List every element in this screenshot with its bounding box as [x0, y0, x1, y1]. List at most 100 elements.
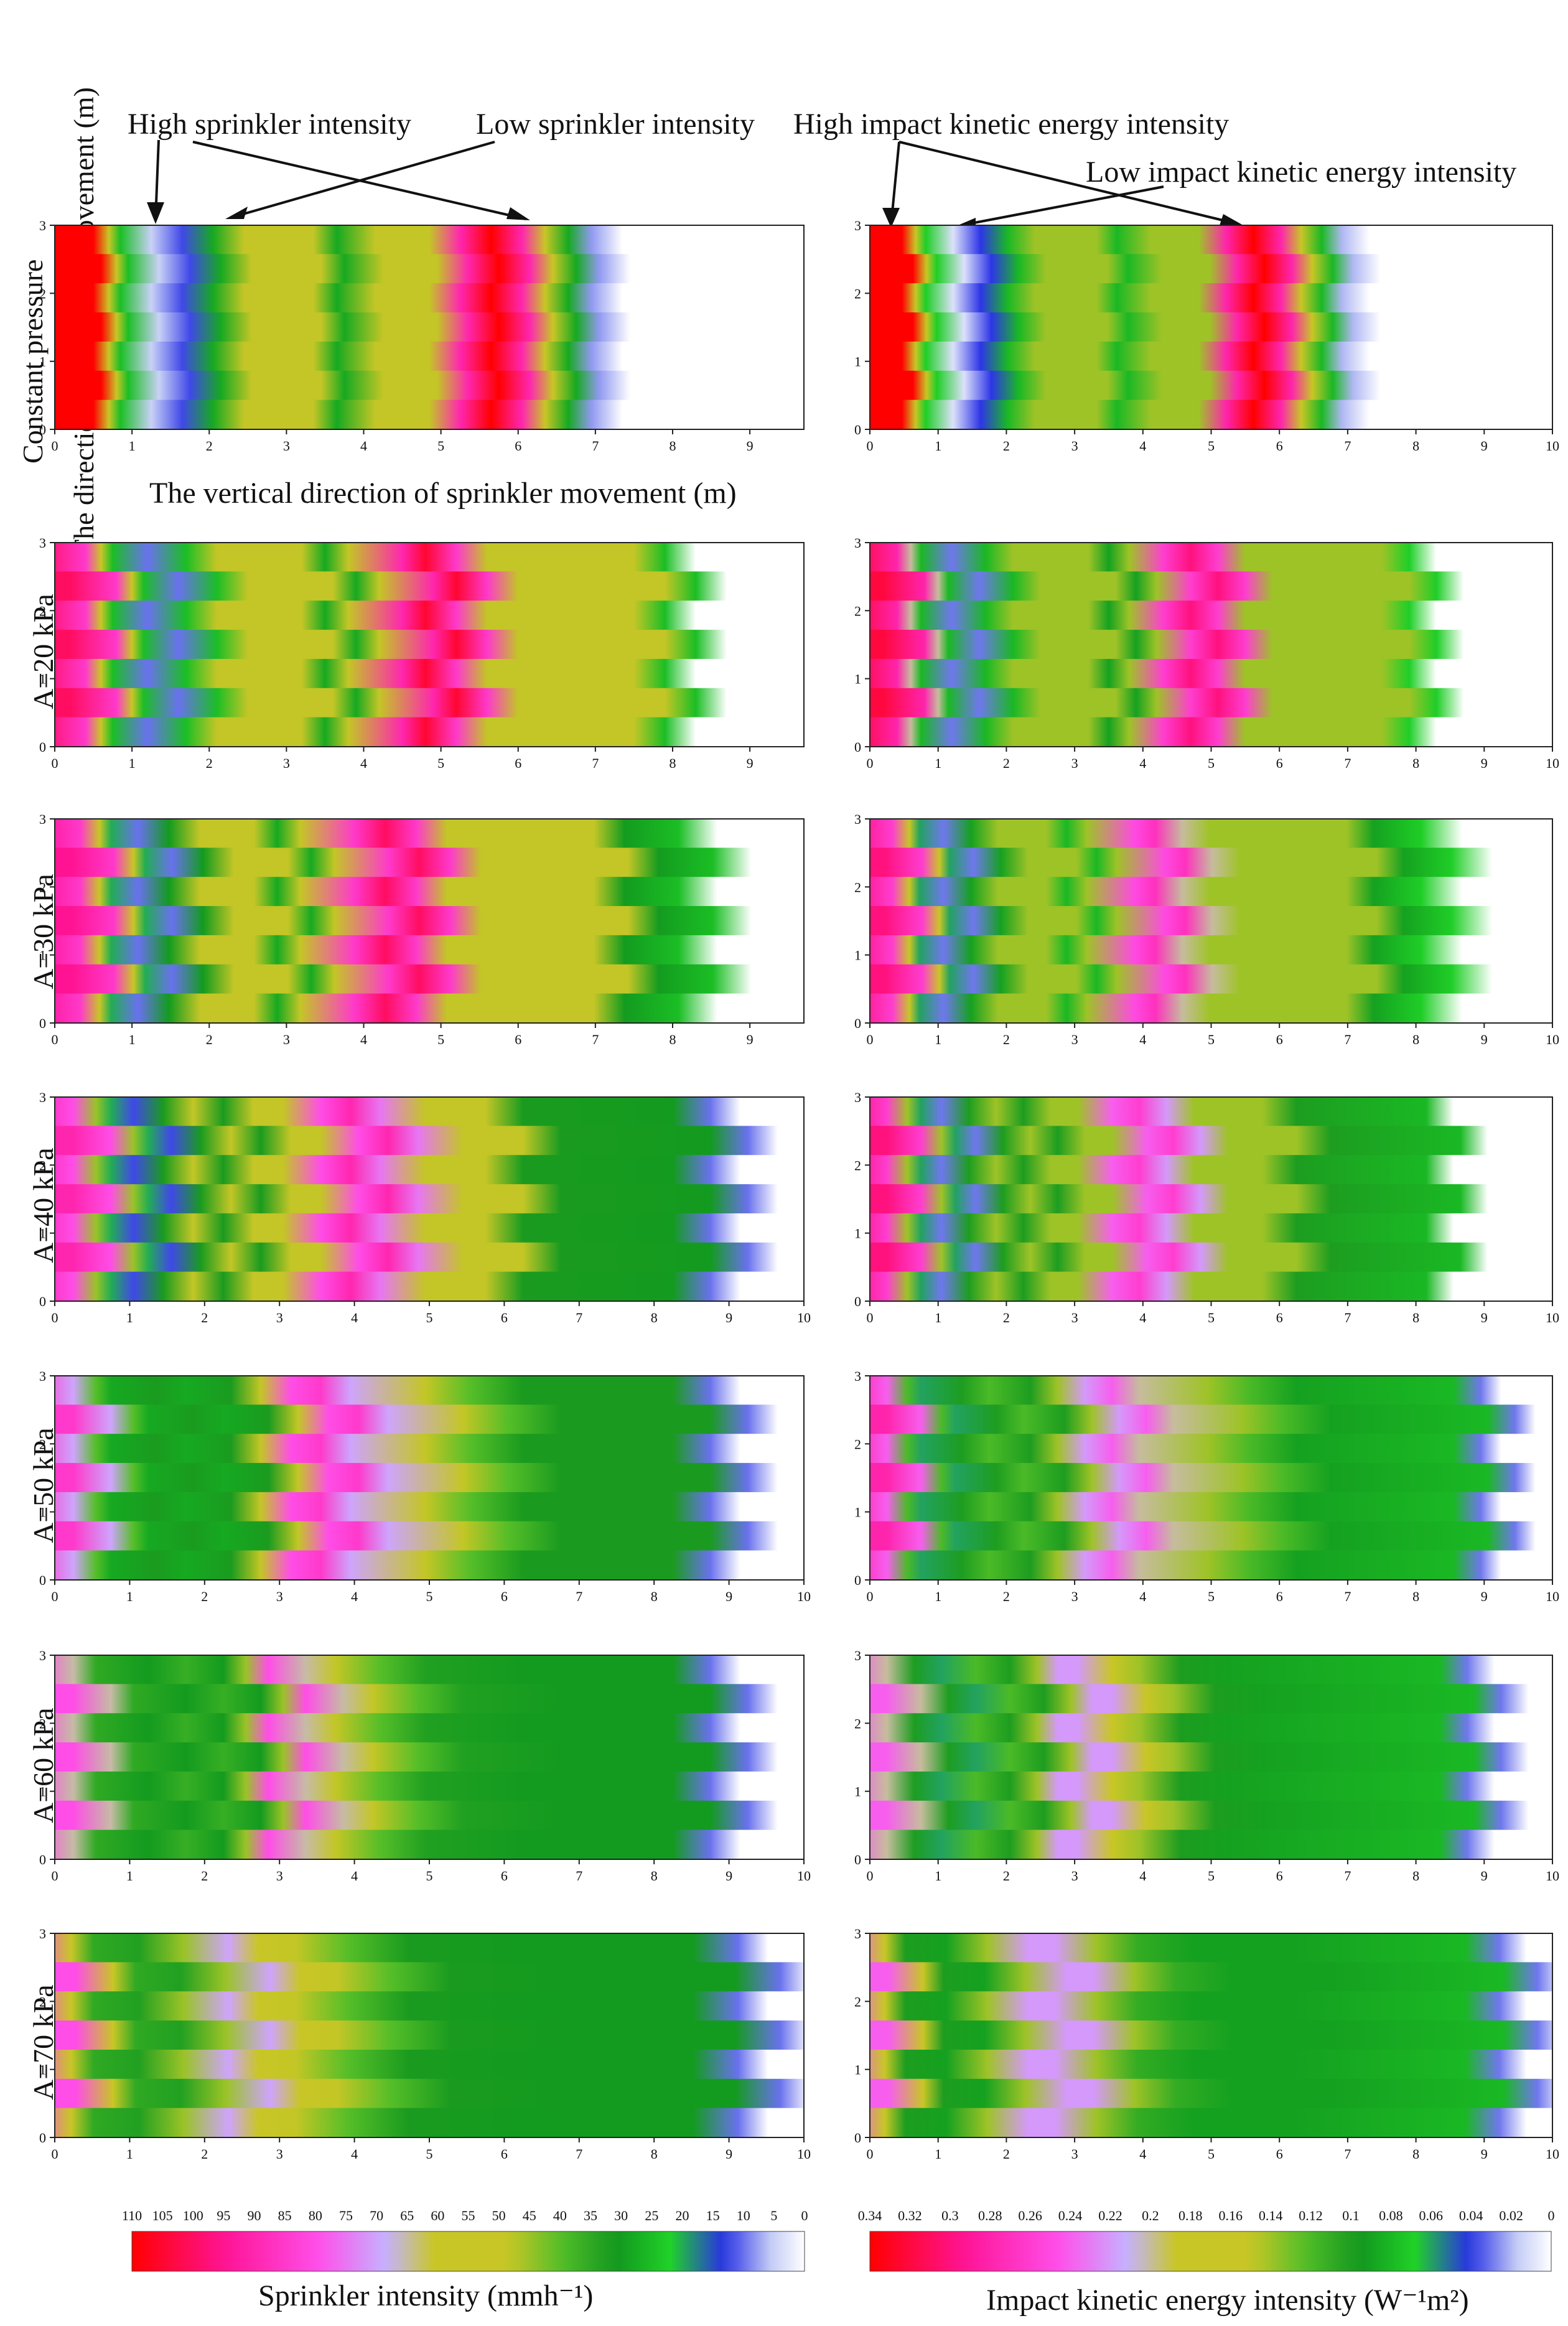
heatmap-band [870, 1271, 1552, 1301]
x-tick-label: 4 [1139, 2146, 1146, 2162]
x-tick-label: 2 [201, 2146, 208, 2162]
x-tick-label: 0 [52, 2146, 58, 2162]
heatmap-band [55, 1434, 804, 1464]
x-tick-label: 0 [867, 1032, 874, 1047]
y-tick-label: 0 [854, 1572, 861, 1588]
y-tick-label: 0 [39, 1572, 46, 1588]
y-tick-label: 2 [854, 1994, 861, 2009]
heatmap-band [870, 1463, 1552, 1493]
y-tick-label: 0 [854, 739, 861, 755]
heatmap-band [55, 1184, 804, 1214]
heatmap-band [870, 1492, 1552, 1522]
heatmap-band [55, 1713, 804, 1744]
x-tick-label: 8 [1412, 438, 1419, 454]
heatmap-band [870, 1550, 1552, 1580]
heatmap-band [870, 341, 1552, 371]
y-tick-label: 2 [39, 1157, 46, 1173]
heatmap-band [870, 935, 1552, 965]
x-tick-label: 10 [1546, 2146, 1559, 2162]
colorbar-tick-label: 0.2 [1142, 2208, 1159, 2223]
x-tick-label: 6 [501, 2146, 508, 2162]
x-tick-label: 10 [797, 2146, 811, 2162]
colorbar-tick-label: 10 [737, 2208, 750, 2223]
heatmap-band [870, 312, 1552, 342]
heatmap-band [55, 571, 804, 602]
heatmap-field [55, 225, 804, 429]
heatmap-panel-impact-1: 0 1 2 3 4 5 6 7 8 9 10 0 1 2 3 [854, 535, 1559, 771]
x-tick-label: 8 [669, 1032, 676, 1047]
x-tick-label: 3 [1071, 1589, 1078, 1604]
colorbar-tick-label: 0.22 [1098, 2208, 1122, 2223]
x-tick-label: 1 [935, 1589, 941, 1604]
colorbar-right-label: Impact kinetic energy intensity (W⁻¹m²) [986, 2284, 1469, 2317]
heatmap-band [55, 1521, 804, 1551]
colorbar-tick-label: 0.18 [1178, 2208, 1203, 2223]
x-axis-title: The vertical direction of sprinkler move… [149, 477, 737, 510]
heatmap-band [55, 848, 804, 878]
colorbar-tick-label: 15 [706, 2208, 720, 2223]
x-tick-label: 5 [1208, 1310, 1215, 1325]
heatmap-band [55, 1126, 804, 1156]
heatmap-band [55, 1800, 804, 1831]
colorbar-tick-label: 100 [183, 2208, 203, 2223]
y-tick-label: 0 [39, 1852, 46, 1867]
heatmap-panel-impact-0: 0 1 2 3 4 5 6 7 8 9 10 0 1 2 3 [854, 218, 1559, 454]
x-tick-label: 9 [726, 2146, 732, 2162]
x-tick-label: 10 [1546, 438, 1559, 454]
colorbar-gradient [869, 2231, 1552, 2272]
heatmap-band [870, 1713, 1552, 1744]
x-tick-label: 9 [1481, 1868, 1488, 1884]
x-tick-label: 1 [935, 1310, 941, 1325]
colorbar-tick-label: 0.28 [978, 2208, 1002, 2223]
heatmap-band [870, 225, 1552, 255]
x-tick-label: 9 [1481, 1589, 1488, 1604]
heatmap-band [55, 658, 804, 689]
heatmap-band [55, 906, 804, 936]
row-label-30-kpa: A=30 kPa [27, 874, 59, 989]
colorbar-tick-label: 110 [122, 2208, 142, 2223]
x-tick-label: 2 [201, 1589, 208, 1604]
x-tick-label: 5 [426, 1868, 433, 1884]
heatmap-band [55, 1991, 804, 2022]
x-tick-label: 7 [1344, 1032, 1351, 1047]
heatmap-band [55, 2078, 804, 2109]
x-tick-label: 4 [1139, 438, 1146, 454]
colorbar-tick-label: 95 [217, 2208, 230, 2223]
y-tick-label: 0 [854, 1852, 861, 1867]
x-tick-label: 3 [1071, 1310, 1078, 1325]
y-tick-label: 3 [39, 1648, 46, 1663]
colorbar-tick-label: 0.14 [1259, 2208, 1283, 2223]
x-tick-label: 6 [515, 438, 521, 454]
heatmap-band [55, 1933, 804, 1963]
heatmap-band [55, 688, 804, 718]
colorbar-tick-label: 90 [248, 2208, 261, 2223]
y-tick-label: 3 [854, 1926, 861, 1941]
x-tick-label: 1 [935, 2146, 941, 2162]
heatmap-band [870, 1800, 1552, 1831]
heatmap-field [870, 225, 1552, 429]
heatmap-band [55, 2020, 804, 2050]
x-tick-label: 5 [426, 2146, 433, 2162]
heatmap-band [870, 1991, 1552, 2022]
y-tick-label: 1 [39, 1226, 46, 1241]
y-tick-label: 3 [39, 1926, 46, 1941]
x-tick-label: 2 [201, 1868, 208, 1884]
x-tick-label: 10 [1546, 1589, 1559, 1604]
heatmap-field [870, 543, 1552, 747]
x-tick-label: 3 [276, 1868, 283, 1884]
heatmap-band [870, 848, 1552, 878]
arrowhead-high-sprinkler [147, 202, 164, 224]
y-tick-label: 0 [854, 422, 861, 437]
heatmap-band [55, 1376, 804, 1406]
x-tick-label: 5 [1208, 1868, 1215, 1884]
x-tick-label: 8 [669, 438, 676, 454]
y-tick-label: 3 [854, 1368, 861, 1384]
x-tick-label: 0 [867, 1589, 874, 1604]
heatmap-field [55, 1933, 804, 2137]
y-tick-label: 3 [854, 218, 861, 233]
x-tick-label: 7 [1344, 438, 1351, 454]
y-tick-label: 3 [854, 1648, 861, 1663]
x-tick-label: 10 [797, 1589, 811, 1604]
y-tick-label: 1 [39, 671, 46, 687]
